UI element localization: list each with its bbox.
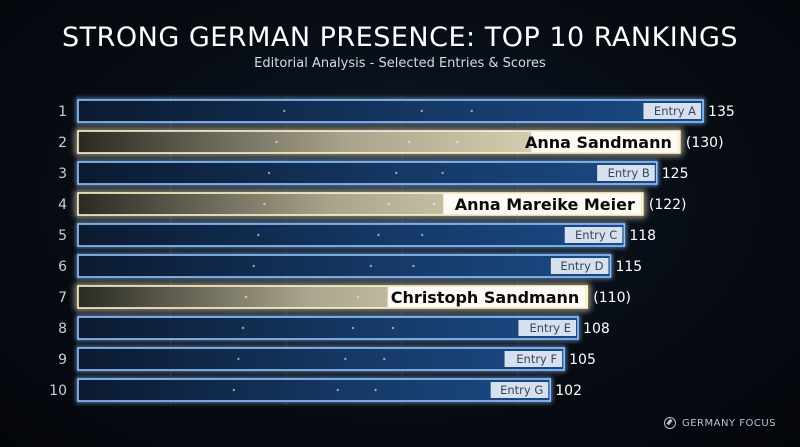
value-label: (122) — [649, 197, 687, 213]
label-box — [490, 382, 549, 398]
bar-label: Entry G — [500, 383, 543, 397]
rank-label: 4 — [58, 197, 67, 213]
bar-label: Entry B — [608, 166, 650, 180]
bar-row-3: 3 Entry B 125 — [58, 160, 689, 186]
sparkle-dot — [407, 140, 411, 144]
sparkle-dot — [344, 357, 347, 361]
bar — [77, 130, 681, 154]
sparkle-dot — [267, 171, 271, 175]
bar-label: Entry E — [530, 321, 572, 335]
sparkle-dot — [374, 388, 377, 392]
label-box — [550, 258, 609, 274]
label-box — [518, 320, 577, 336]
rank-label: 8 — [58, 321, 67, 337]
label-box — [531, 132, 678, 152]
label-box — [504, 351, 563, 367]
bar — [77, 99, 704, 123]
rank-label: 9 — [58, 352, 67, 368]
chart-subtitle: Editorial Analysis - Selected Entries & … — [254, 56, 546, 71]
bar — [77, 378, 552, 402]
value-label: 115 — [615, 259, 642, 275]
bar-row-7: 7 Christoph Sandmann (110) — [58, 284, 631, 310]
bar-label: Entry D — [560, 259, 603, 273]
label-box — [443, 194, 641, 214]
bar-row-5: 5 Entry C 118 — [58, 222, 656, 248]
sparkle-dot — [252, 264, 255, 268]
sparkle-dot — [237, 357, 240, 361]
sparkle-dot — [275, 140, 278, 144]
sparkle-dot — [232, 388, 236, 392]
bar-row-2: 2 Anna Sandmann (130) — [58, 129, 724, 155]
label-box — [387, 287, 586, 307]
value-label: 102 — [555, 383, 582, 399]
brand-logo: GERMANY FOCUS — [663, 417, 776, 429]
bar-label: Anna Mareike Meier — [455, 195, 635, 214]
bar-row-10: 10 Entry G 102 — [49, 377, 582, 403]
bar-row-4: 4 Anna Mareike Meier (122) — [58, 191, 687, 217]
bar — [77, 254, 612, 278]
sparkle-dot — [356, 295, 360, 299]
chart-title: STRONG GERMAN PRESENCE: TOP 10 RANKINGS — [61, 22, 739, 53]
sparkle-dot — [420, 109, 423, 113]
compass-icon — [663, 417, 676, 429]
value-label: 118 — [629, 228, 656, 244]
sparkle-dot — [383, 357, 386, 361]
bar-label: Anna Sandmann — [525, 133, 672, 152]
rank-label: 7 — [58, 290, 67, 306]
bar-row-1: 1 Entry A 135 — [58, 98, 735, 124]
rank-label: 3 — [58, 166, 67, 182]
bar-label: Entry F — [516, 352, 557, 366]
sparkle-dot — [369, 264, 373, 268]
bar-label: Christoph Sandmann — [391, 288, 580, 307]
sparkle-dot — [377, 233, 380, 237]
bar-row-9: 9 Entry F 105 — [58, 346, 596, 372]
bar-label: Entry C — [575, 228, 617, 242]
bar-row-8: 8 Entry E 108 — [58, 315, 610, 341]
bar — [77, 316, 579, 340]
label-box — [564, 227, 623, 243]
label-box — [643, 103, 702, 119]
value-label: 135 — [708, 104, 735, 120]
bar — [77, 161, 658, 185]
sparkle-dot — [455, 140, 459, 144]
bar-row-6: 6 Entry D 115 — [58, 253, 642, 279]
rank-label: 2 — [58, 135, 67, 151]
bar-label: Entry A — [654, 104, 696, 118]
value-label: (130) — [686, 135, 724, 151]
bar — [77, 347, 565, 371]
sparkle-dot — [283, 109, 286, 113]
rank-label: 1 — [58, 104, 67, 120]
label-box — [597, 165, 655, 181]
sparkle-dot — [387, 202, 390, 206]
sparkle-dot — [244, 295, 248, 299]
sparkle-dot — [412, 264, 415, 268]
value-label: 125 — [662, 166, 689, 182]
rank-label: 5 — [58, 228, 67, 244]
rank-label: 6 — [58, 259, 67, 275]
value-label: (110) — [593, 290, 631, 306]
sparkle-dot — [241, 326, 245, 330]
sparkle-dot — [420, 233, 424, 237]
sparkle-dot — [391, 326, 395, 330]
sparkle-dot — [441, 171, 444, 175]
value-label: 105 — [569, 352, 596, 368]
sparkle-dot — [336, 388, 339, 392]
sparkle-dot — [263, 202, 266, 206]
sparkle-dot — [432, 202, 436, 206]
rank-label: 10 — [49, 383, 67, 399]
sparkle-dot — [470, 109, 473, 113]
sparkle-dot — [351, 326, 355, 330]
sparkle-dot — [395, 171, 398, 175]
value-label: 108 — [583, 321, 610, 337]
sparkle-dot — [257, 233, 260, 237]
brand-label: GERMANY FOCUS — [681, 417, 776, 429]
bar — [77, 223, 626, 247]
